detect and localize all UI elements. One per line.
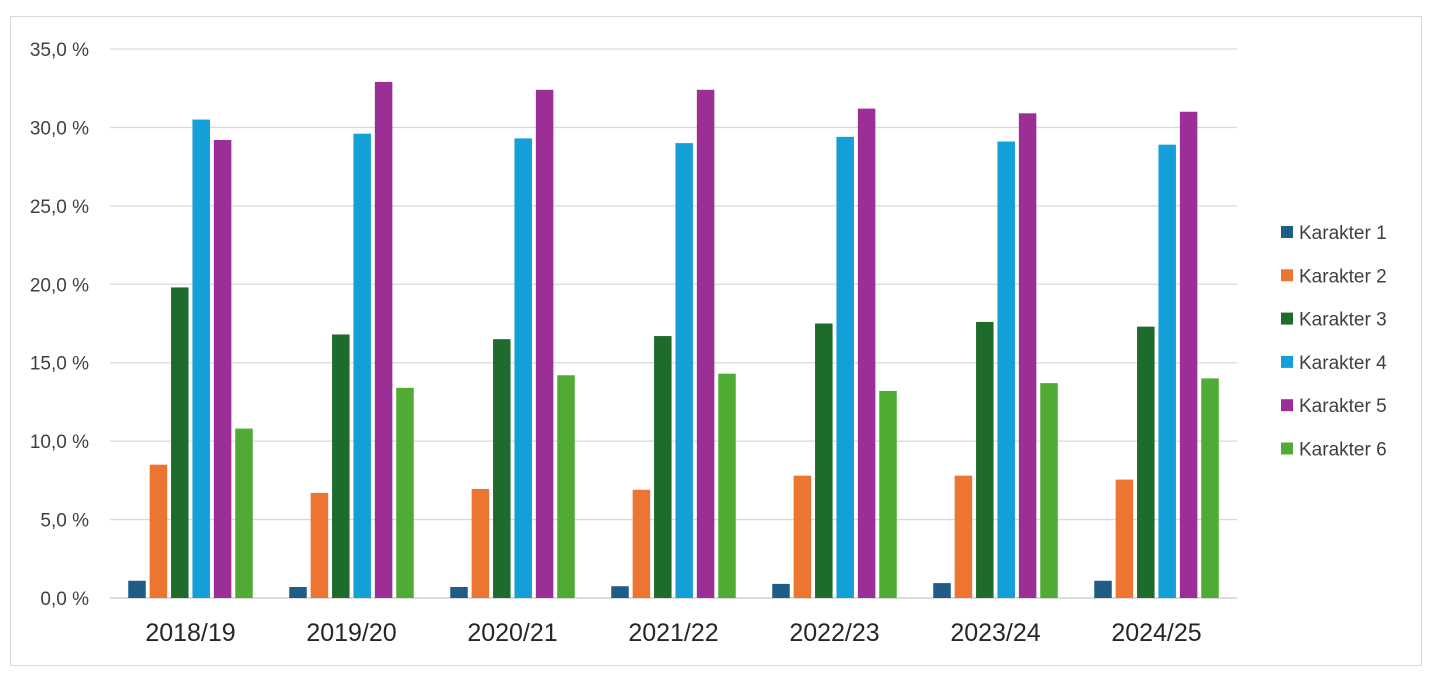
- bar-karakter-1-0: [128, 580, 146, 598]
- bar-karakter-2-2: [471, 488, 490, 598]
- y-tick-label: 30,0 %: [30, 118, 89, 139]
- bar-karakter-5-1: [374, 81, 393, 598]
- x-category-label: 2024/25: [1111, 619, 1201, 647]
- bars: [128, 81, 1219, 598]
- x-axis: 2018/19 2019/20 2020/21 2021/22 2022/23 2023/…: [145, 619, 1201, 647]
- x-category-label: 2022/23: [789, 619, 879, 647]
- legend-label: Karakter 3: [1299, 310, 1387, 331]
- bar-karakter-3-2: [493, 339, 511, 598]
- bar-karakter-2-0: [149, 464, 168, 598]
- legend-label: Karakter 1: [1299, 223, 1387, 244]
- bar-karakter-1-1: [289, 587, 307, 598]
- legend-label: Karakter 6: [1299, 440, 1387, 461]
- bar-karakter-3-3: [654, 336, 672, 598]
- y-tick-label: 15,0 %: [30, 354, 89, 375]
- bar-karakter-1-2: [450, 587, 468, 598]
- bar-karakter-2-1: [310, 492, 329, 598]
- y-tick-label: 20,0 %: [30, 275, 89, 296]
- bar-karakter-1-6: [1094, 580, 1112, 598]
- bar-karakter-1-3: [611, 586, 629, 598]
- bar-karakter-3-0: [171, 287, 189, 598]
- bar-karakter-5-3: [696, 89, 715, 598]
- legend-swatch: [1281, 269, 1293, 282]
- x-category-label: 2019/20: [306, 619, 396, 647]
- bar-karakter-6-0: [235, 428, 253, 598]
- bar-karakter-1-5: [933, 583, 951, 598]
- bar-karakter-5-2: [535, 89, 554, 598]
- legend-swatch: [1281, 442, 1293, 455]
- bar-karakter-4-0: [192, 119, 210, 598]
- bar-karakter-5-4: [857, 108, 876, 598]
- bar-karakter-2-6: [1115, 479, 1134, 598]
- y-axis: 0,0 % 5,0 % 10,0 % 15,0 % 20,0 % 25,0 % 30,0 %…: [30, 40, 89, 610]
- y-tick-label: 0,0 %: [40, 589, 89, 610]
- bar-karakter-4-3: [675, 143, 693, 598]
- bar-karakter-3-6: [1137, 326, 1155, 598]
- bar-karakter-6-2: [557, 375, 575, 598]
- legend-swatch: [1281, 312, 1293, 325]
- bar-karakter-4-6: [1158, 144, 1176, 598]
- x-category-label: 2021/22: [628, 619, 718, 647]
- bar-karakter-6-3: [718, 373, 736, 598]
- bar-karakter-6-6: [1201, 378, 1219, 598]
- legend-swatch: [1281, 226, 1293, 238]
- gridlines: [110, 48, 1237, 599]
- bar-karakter-3-5: [976, 321, 994, 598]
- bar-karakter-4-1: [353, 133, 371, 598]
- bar-karakter-1-4: [772, 583, 790, 598]
- x-category-label: 2023/24: [950, 619, 1040, 647]
- legend-label: Karakter 2: [1299, 266, 1387, 287]
- x-category-label: 2020/21: [467, 619, 557, 647]
- legend-swatch: [1281, 355, 1293, 368]
- bar-karakter-4-4: [836, 136, 854, 598]
- x-category-label: 2018/19: [145, 619, 235, 647]
- bar-karakter-2-3: [632, 489, 651, 598]
- y-tick-label: 10,0 %: [30, 432, 89, 453]
- y-tick-label: 25,0 %: [30, 197, 89, 218]
- bar-karakter-6-1: [396, 387, 414, 598]
- bar-karakter-3-4: [815, 323, 833, 598]
- bar-karakter-5-0: [213, 139, 232, 598]
- bar-karakter-4-5: [997, 141, 1015, 598]
- bar-karakter-3-1: [332, 334, 350, 598]
- y-tick-label: 5,0 %: [40, 511, 89, 532]
- legend-swatch: [1281, 399, 1293, 412]
- bar-karakter-4-2: [514, 138, 532, 598]
- legend: Karakter 1 Karakter 2 Karakter 3 Karakter 4…: [1281, 223, 1387, 461]
- bar-karakter-2-4: [793, 475, 812, 598]
- y-tick-label: 35,0 %: [30, 40, 89, 61]
- legend-label: Karakter 5: [1299, 396, 1387, 417]
- bar-karakter-2-5: [954, 475, 973, 598]
- bar-karakter-5-5: [1018, 113, 1037, 598]
- bar-karakter-6-5: [1040, 383, 1058, 598]
- legend-label: Karakter 4: [1299, 353, 1387, 374]
- bar-karakter-6-4: [879, 390, 897, 598]
- bar-karakter-5-6: [1179, 111, 1198, 598]
